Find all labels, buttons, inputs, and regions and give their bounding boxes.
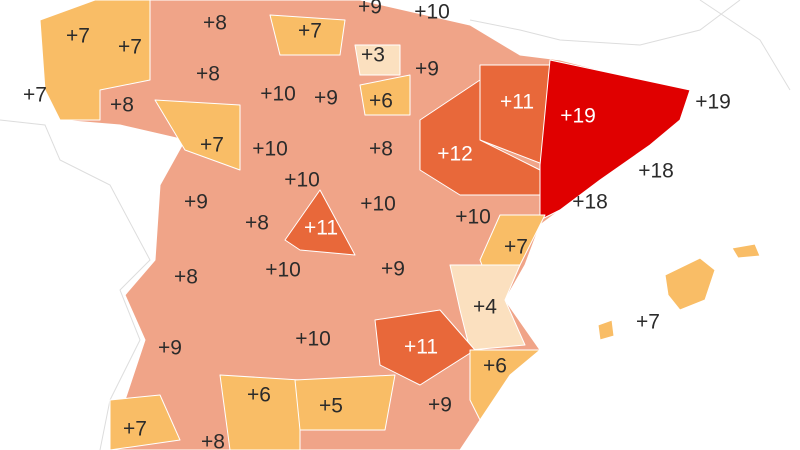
labels: +7 +7 +8 +9 +10 +7 +3 +9 +8 +7 +8 +10 +9 +6 +11 +19 +19 +… <box>23 0 731 450</box>
region-label: +11 <box>304 217 338 240</box>
region-label: +11 <box>500 91 534 114</box>
catalonia <box>539 59 691 221</box>
region-label: +8 <box>196 63 220 86</box>
region-label: +8 <box>201 431 225 450</box>
galicia <box>39 0 151 121</box>
region-label: +10 <box>414 1 450 24</box>
region-label: +10 <box>265 259 301 282</box>
albacete <box>374 309 476 386</box>
alava <box>354 44 401 76</box>
region-label: +9 <box>428 394 452 417</box>
region-label: +9 <box>158 337 182 360</box>
region-label: +9 <box>415 58 439 81</box>
region-label: +10 <box>295 328 331 351</box>
region-label: +19 <box>560 105 596 128</box>
region-label: +7 <box>504 236 528 259</box>
region-label: +10 <box>455 206 491 229</box>
region-label: +10 <box>260 83 296 106</box>
region-label: +8 <box>174 266 198 289</box>
region-label: +6 <box>247 384 271 407</box>
region-label: +8 <box>369 138 393 161</box>
zamora <box>154 99 241 171</box>
region-label: +9 <box>381 258 405 281</box>
region-label: +8 <box>245 212 269 235</box>
portugal-border <box>0 119 151 450</box>
coast-france <box>699 0 791 91</box>
jaen <box>294 374 396 431</box>
region-label: +11 <box>404 336 438 359</box>
region-label: +4 <box>473 296 497 319</box>
region-label: +5 <box>319 395 343 418</box>
france-border <box>469 0 741 46</box>
cordoba <box>219 374 301 450</box>
region-label: +9 <box>314 87 338 110</box>
region-label: +10 <box>360 193 396 216</box>
huelva <box>109 394 181 450</box>
madrid <box>284 189 356 256</box>
region-label: +12 <box>437 143 473 166</box>
cantabria <box>269 14 346 56</box>
mallorca <box>664 257 716 311</box>
region-label: +7 <box>636 311 660 334</box>
region-label: +7 <box>123 418 147 441</box>
region-label: +7 <box>66 25 90 48</box>
region-label: +3 <box>361 44 385 67</box>
region-label: +10 <box>252 138 288 161</box>
region-label: +18 <box>638 160 674 183</box>
murcia <box>469 349 541 421</box>
region-label: +9 <box>358 0 382 19</box>
region-label: +8 <box>110 94 134 117</box>
region-label: +7 <box>298 20 322 43</box>
region-label: +9 <box>184 191 208 214</box>
ibiza <box>597 319 615 341</box>
la-rioja <box>359 74 411 116</box>
alicante <box>449 264 526 351</box>
region-label: +7 <box>23 84 47 107</box>
region-label: +10 <box>284 169 320 192</box>
region-label: +6 <box>369 90 393 113</box>
region-label: +18 <box>572 191 608 214</box>
region-label: +8 <box>203 12 227 35</box>
region-label: +7 <box>118 36 142 59</box>
menorca <box>731 243 761 259</box>
region-label: +7 <box>200 134 224 157</box>
region-label: +6 <box>483 355 507 378</box>
provinces <box>39 0 761 450</box>
region-label: +19 <box>695 91 731 114</box>
